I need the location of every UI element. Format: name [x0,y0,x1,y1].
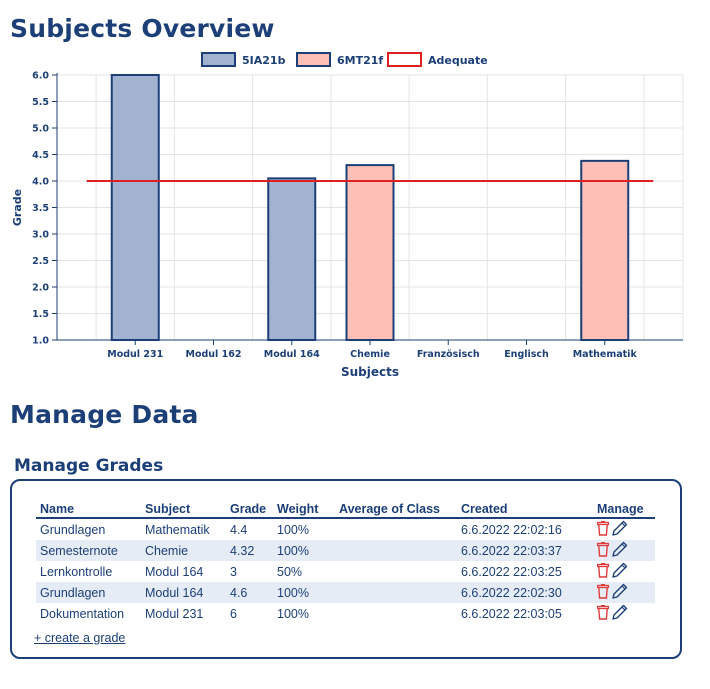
bar-6MT21f-mathematik [580,159,630,341]
bar-6MT21f-chemie [345,164,395,341]
grade-created: 6.6.2022 22:03:05 [461,606,562,621]
x-tick-label: Mathematik [573,349,638,360]
grade-row: Lernkontrolle Modul 164 3 50% 6.6.2022 22:03… [36,561,655,582]
y-tick-label: 2.5 [32,256,49,267]
grade-name: Dokumentation [40,606,125,621]
pencil-icon[interactable] [611,562,628,582]
grade-class-average [335,582,457,603]
x-axis-label: Subjects [341,365,399,379]
grade-weight: 100% [277,606,309,621]
y-tick-label: 5.0 [32,124,49,135]
grade-class-average [335,561,457,582]
manage-actions [593,582,655,603]
y-axis-label: Grade [11,189,24,226]
legend-swatch [201,52,236,67]
bar-5IA21b-modul-231 [110,74,160,341]
col-created: Created [457,501,593,519]
grade-value: 4.32 [226,540,273,561]
grade-row: Semesternote Chemie 4.32 100% 6.6.2022 22:03… [36,540,655,561]
y-tick-label: 4.5 [32,150,49,161]
grade-weight: 100% [277,522,309,537]
chart-legend: 5IA21b 6MT21f Adequate [201,52,488,67]
pencil-icon[interactable] [611,604,628,624]
legend-swatch [387,52,422,67]
grades-table-header: Name Subject Grade Weight Average of Cla… [36,501,655,519]
manage-grades-panel: Name Subject Grade Weight Average of Cla… [10,479,682,659]
grade-created: 6.6.2022 22:03:37 [457,540,593,561]
chart-axes: 1.0 1.5 2.0 2.5 3.0 3.5 4.0 4.5 5.0 5.5 6.0 Modul 2… [32,71,683,360]
trash-icon[interactable] [596,541,610,560]
pencil-icon[interactable] [611,541,628,561]
y-tick-label: 5.5 [32,97,49,108]
x-tick-label: Chemie [350,349,390,360]
grade-subject: Modul 164 [145,564,204,579]
legend-label: 6MT21f [337,54,383,67]
manage-grades-title: Manage Grades [14,456,164,476]
grade-value: 6 [230,606,237,621]
grade-weight: 50% [277,564,303,579]
manage-data-title: Manage Data [10,400,199,429]
col-average: Average of Class [335,501,457,519]
x-tick-label: Modul 162 [186,349,242,360]
manage-actions [593,603,655,624]
y-tick-label: 1.5 [32,309,49,320]
grade-class-average [335,518,457,540]
grade-subject: Modul 164 [141,582,226,603]
grade-name: Semesternote [36,540,141,561]
manage-actions [593,518,655,540]
y-tick-label: 3.5 [32,203,49,214]
y-tick-label: 2.0 [32,283,49,294]
y-tick-label: 4.0 [32,177,49,188]
grade-subject: Chemie [141,540,226,561]
y-tick-label: 6.0 [32,71,49,82]
legend-label: 5IA21b [242,54,286,67]
grade-value: 4.6 [226,582,273,603]
pencil-icon[interactable] [611,520,628,540]
overview-title: Subjects Overview [10,14,275,43]
trash-icon[interactable] [596,520,610,539]
grade-weight: 100% [273,540,335,561]
grade-name: Grundlagen [36,582,141,603]
col-name: Name [36,501,141,519]
x-tick-label: Englisch [504,349,549,360]
grade-value: 4.4 [230,522,248,537]
manage-actions [593,561,655,582]
grade-row: Dokumentation Modul 231 6 100% 6.6.2022 22:0… [36,603,655,624]
grade-class-average [335,603,457,624]
chart-bars [110,74,630,341]
grade-name: Lernkontrolle [40,564,113,579]
grade-row: Grundlagen Modul 164 4.6 100% 6.6.2022 22:02… [36,582,655,603]
y-tick-label: 1.0 [32,336,49,347]
legend-label: Adequate [428,54,488,67]
x-tick-label: Modul 164 [264,349,320,360]
grade-subject: Mathematik [145,522,210,537]
x-tick-label: Modul 231 [107,349,163,360]
grade-created: 6.6.2022 22:03:25 [461,564,562,579]
legend-swatch [296,52,331,67]
trash-icon[interactable] [596,562,610,581]
grade-subject: Modul 231 [145,606,204,621]
col-manage: Manage [593,501,655,519]
trash-icon[interactable] [596,604,610,623]
subjects-chart: 5IA21b 6MT21f Adequate 1.0 1.5 2.0 2.5 3.0 3.5 4… [11,52,684,379]
grade-row: Grundlagen Mathematik 4.4 100% 6.6.2022 22:0… [36,518,655,540]
grade-weight: 100% [273,582,335,603]
x-tick-label: Französisch [417,349,480,360]
create-grade-link[interactable]: + create a grade [34,631,126,645]
grades-table: Name Subject Grade Weight Average of Cla… [36,501,655,624]
y-tick-label: 3.0 [32,230,49,241]
grade-name: Grundlagen [40,522,106,537]
grade-created: 6.6.2022 22:02:30 [457,582,593,603]
manage-actions [593,540,655,561]
pencil-icon[interactable] [611,583,628,603]
grade-class-average [335,540,457,561]
col-grade: Grade [226,501,273,519]
trash-icon[interactable] [596,583,610,602]
col-weight: Weight [273,501,335,519]
bar-5IA21b-modul-164 [267,177,317,341]
grade-created: 6.6.2022 22:02:16 [461,522,562,537]
grade-value: 3 [230,564,237,579]
col-subject: Subject [141,501,226,519]
